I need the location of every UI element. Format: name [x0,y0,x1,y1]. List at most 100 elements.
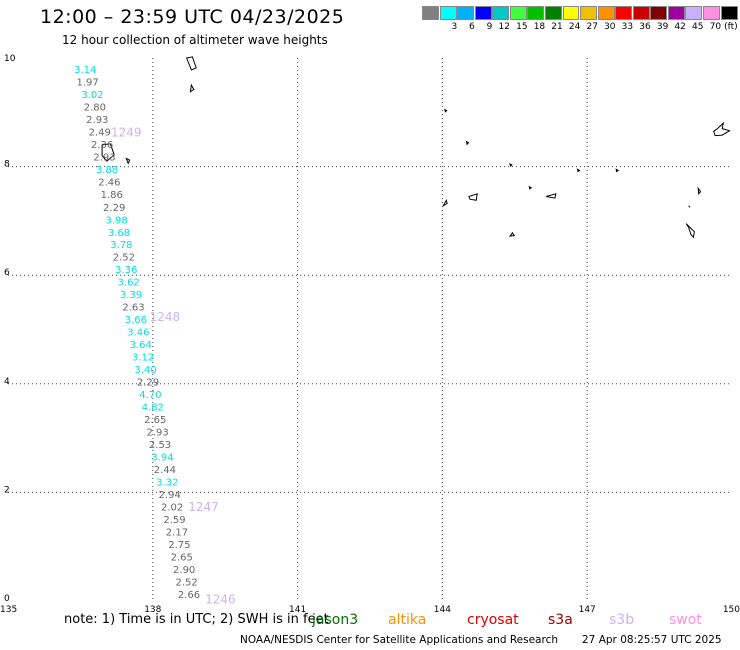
x-tick-label: 138 [144,605,161,615]
x-tick-label: 150 [723,605,740,615]
pass-time-label: 1247 [188,500,219,514]
land-outline [444,108,448,113]
x-tick-label: 141 [289,605,306,615]
color-scale-label: 21 [551,22,563,32]
swh-label: 3.94 [151,453,173,464]
swh-label: 3.88 [96,165,118,176]
land-outline [688,205,691,208]
land-outline [185,56,197,71]
swh-data-labels: 3.141.973.022.802.932.492.362.933.882.46… [74,65,200,601]
color-scale-swatch [422,6,439,20]
swh-label: 3.64 [130,340,152,351]
swh-label: 2.63 [122,303,144,314]
color-scale-swatch [509,6,527,20]
color-scale-swatch [474,6,492,20]
swh-label: 2.59 [163,515,185,526]
color-scale-label: 18 [533,22,546,32]
color-scale-label: 27 [586,22,598,32]
color-scale-swatch [597,6,615,20]
pass-time-label: 1246 [205,592,236,606]
y-tick-label: 2 [4,485,10,495]
y-axis-ticks: 0 2 4 6 8 10 [4,54,16,604]
swh-label: 2.90 [173,565,195,576]
swh-label: 2.80 [84,102,106,113]
color-scale-label: 9 [486,22,493,32]
color-scale-label: 45 [692,22,704,32]
color-scale-label: 12 [498,22,510,32]
swh-label: 2.66 [178,590,200,601]
swh-label: 2.46 [98,177,120,188]
swh-label: 3.14 [74,65,96,76]
swh-label: 3.78 [110,240,132,251]
color-scale-label: 6 [469,22,475,32]
color-scale-label [422,22,440,32]
color-scale-swatch [527,6,545,20]
swh-label: 2.02 [161,503,183,514]
color-scale-swatch [667,6,685,20]
swh-label: 1.86 [101,190,123,201]
color-scale-swatch [492,6,510,20]
satellite-legend-cryosat: cryosat [467,612,519,628]
swh-label: 1.97 [77,77,99,88]
color-scale-labels: 3 6 9 12 15 18 21 24 27 30 33 36 39 42 45 70 (ft) [422,22,738,32]
footer-note: note: 1) Time is in UTC; 2) SWH is in fe… [64,612,329,627]
swh-label: 3.62 [118,278,140,289]
grid-lines [8,58,732,601]
swh-label: 2.65 [144,415,166,426]
swh-label: 2.52 [113,253,135,264]
land-outline [509,162,513,167]
swh-label: 3.36 [115,265,137,276]
land-outline [546,193,557,199]
swh-label: 2.94 [159,490,181,501]
swh-label: 3.98 [105,215,127,226]
color-scale-legend: 3 6 9 12 15 18 21 24 27 30 33 36 39 42 45 70 (ft) [422,6,738,36]
color-scale-label: 42 [674,22,686,32]
color-scale-label: 33 [621,22,634,32]
swh-label: 2.93 [146,428,168,439]
color-scale-swatch [562,6,580,20]
land-outline [189,83,195,93]
land-outline [442,198,448,208]
page-subtitle: 12 hour collection of altimeter wave hei… [62,33,328,47]
satellite-legend-swot: swot [669,612,702,628]
land-outline [528,185,533,190]
color-scale-label: 36 [639,22,651,32]
color-scale-swatch [544,6,562,20]
swh-label: 4.70 [139,390,161,401]
land-outline [465,140,470,146]
land-outline [576,168,581,173]
swh-label: 2.29 [137,378,159,389]
swh-label: 2.29 [103,203,125,214]
footer-credit: NOAA/NESDIS Center for Satellite Applica… [240,634,558,646]
swh-label: 3.12 [132,353,154,364]
land-outline [697,186,702,196]
swh-label: 3.46 [127,328,149,339]
land-outline [713,121,731,137]
color-scale-label: 30 [604,22,616,32]
color-scale-label: 24 [568,22,581,32]
color-scale-swatch [720,6,738,20]
swh-label: 2.36 [91,140,113,151]
swh-label: 2.44 [154,465,176,476]
pass-time-label: 1248 [150,310,181,324]
y-tick-label: 0 [4,594,10,604]
land-outline [615,168,620,173]
swh-label: 2.17 [166,527,188,538]
land-outline [468,193,478,201]
swh-label: 2.52 [175,577,197,588]
x-tick-label: 135 [0,605,17,615]
swh-label: 3.02 [81,90,103,101]
color-scale-swatch [632,6,650,20]
color-scale-swatch [439,6,457,20]
color-scale-swatch [685,6,703,20]
color-scale-label: (ft) [724,22,738,32]
pass-time-labels: 1249 1248 1247 1246 [111,125,236,606]
color-scale-label: 15 [516,22,528,32]
satellite-legend-altika: altika [388,612,427,628]
x-axis-ticks: 135 138 141 144 147 150 [0,605,740,615]
swh-label: 2.93 [86,115,108,126]
color-scale-label: 3 [451,22,458,32]
swh-label: 3.39 [120,290,142,301]
page-title: 12:00 – 23:59 UTC 04/23/2025 [40,6,345,28]
